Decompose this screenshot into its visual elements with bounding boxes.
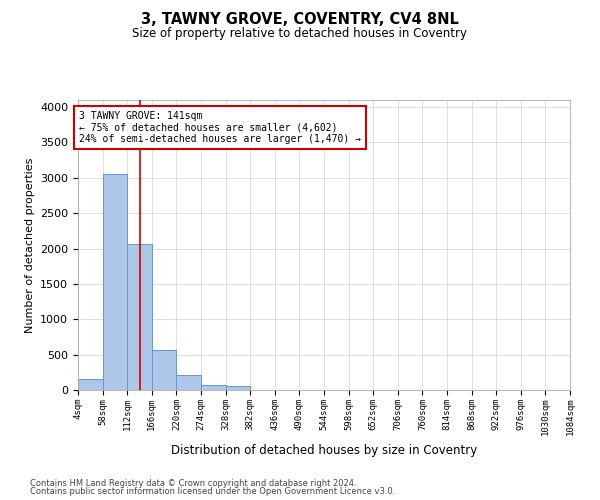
Bar [78, 380, 103, 390]
Bar [127, 244, 152, 390]
Text: Size of property relative to detached houses in Coventry: Size of property relative to detached ho… [133, 28, 467, 40]
Text: Contains public sector information licensed under the Open Government Licence v3: Contains public sector information licen… [30, 487, 395, 496]
Bar [152, 350, 176, 390]
Bar [226, 386, 250, 390]
Text: Contains HM Land Registry data © Crown copyright and database right 2024.: Contains HM Land Registry data © Crown c… [30, 478, 356, 488]
Text: 3, TAWNY GROVE, COVENTRY, CV4 8NL: 3, TAWNY GROVE, COVENTRY, CV4 8NL [141, 12, 459, 28]
Bar [103, 174, 127, 390]
Bar [176, 375, 201, 390]
Text: 3 TAWNY GROVE: 141sqm
← 75% of detached houses are smaller (4,602)
24% of semi-d: 3 TAWNY GROVE: 141sqm ← 75% of detached … [79, 110, 361, 144]
Bar [201, 384, 226, 390]
Y-axis label: Number of detached properties: Number of detached properties [25, 158, 35, 332]
X-axis label: Distribution of detached houses by size in Coventry: Distribution of detached houses by size … [171, 444, 477, 456]
